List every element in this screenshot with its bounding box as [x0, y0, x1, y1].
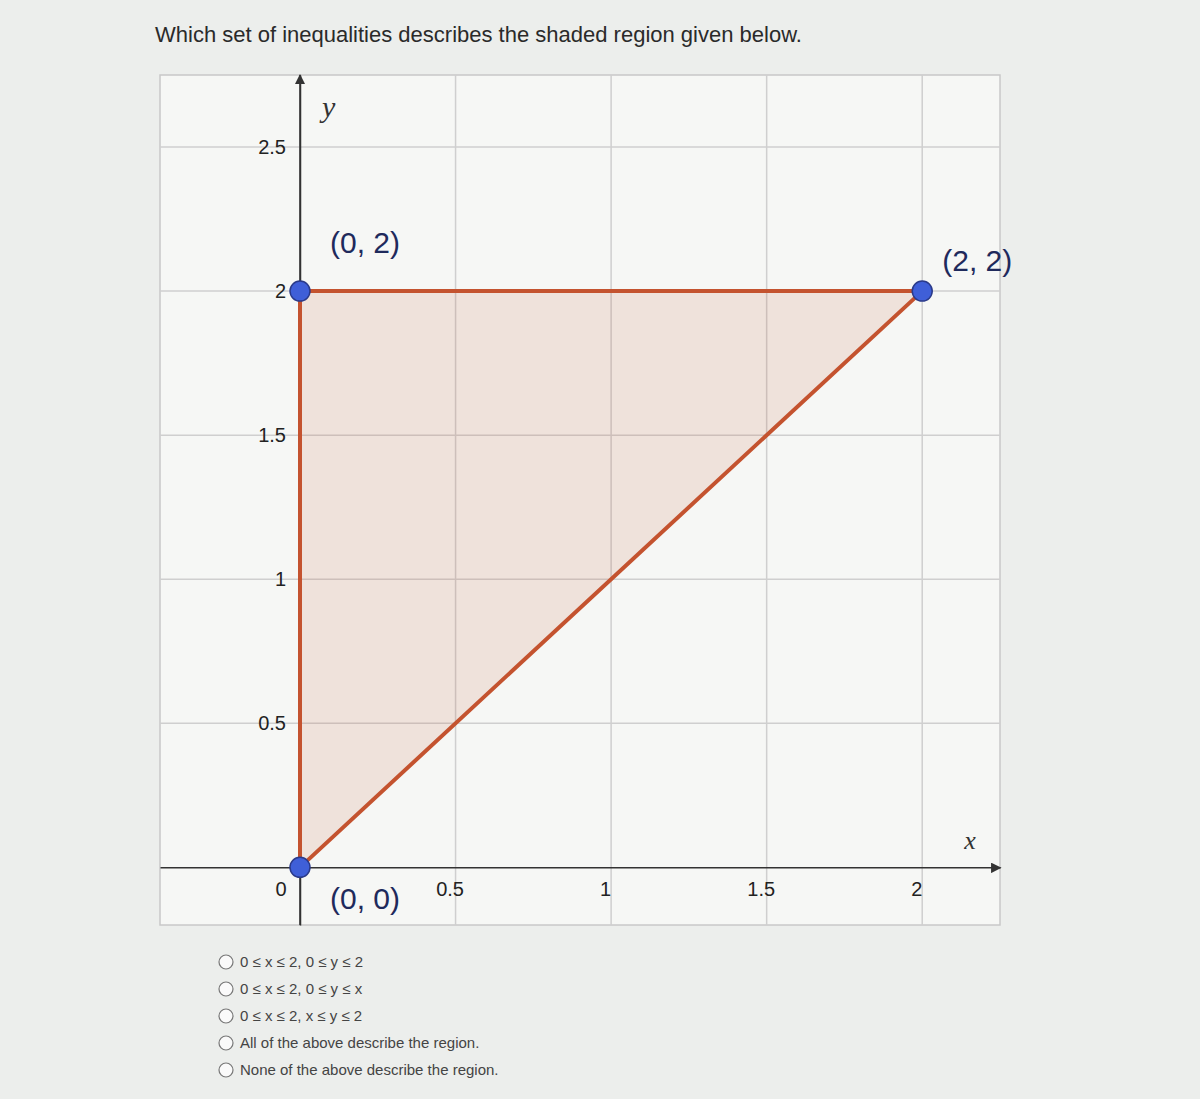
option-text[interactable]: 0 ≤ x ≤ 2, x ≤ y ≤ 2	[240, 1007, 362, 1024]
vertex-point	[290, 857, 310, 877]
y-tick: 1.5	[258, 424, 300, 446]
y-tick-label: 2	[275, 280, 286, 302]
option-text[interactable]: All of the above describe the region.	[240, 1034, 479, 1051]
grid-line-y	[160, 146, 1000, 148]
y-axis: 0.5 1 1.5 2 2.5	[258, 76, 300, 926]
plot-frame	[160, 75, 1000, 925]
point-label: (0, 2)	[330, 226, 400, 259]
grid-line-x	[921, 75, 923, 925]
page: Which set of inequalities describes the …	[0, 0, 1200, 1099]
x-tick: 1	[600, 867, 612, 899]
grid-line-x	[766, 75, 768, 925]
x-tick-label: 1.5	[747, 878, 775, 900]
question: Which set of inequalities describes the …	[155, 22, 802, 47]
grid	[160, 75, 1000, 925]
y-tick-label: 1	[275, 568, 286, 590]
point-label: (2, 2)	[942, 244, 1012, 277]
x-tick-label: 0.5	[436, 878, 464, 900]
y-axis-title: y	[319, 90, 336, 123]
x-axis-line	[161, 867, 1001, 869]
point-label: (0, 0)	[330, 882, 400, 915]
option-radio[interactable]	[219, 982, 233, 996]
option-radio[interactable]	[219, 1009, 233, 1023]
vertex-point	[290, 281, 310, 301]
x-tick-label: 1	[600, 878, 611, 900]
options: 0 ≤ x ≤ 2, 0 ≤ y ≤ 2 0 ≤ x ≤ 2, 0 ≤ y ≤ x…	[219, 953, 499, 1078]
x-tick: 0.5	[436, 867, 464, 899]
x-axis: 0 0.5 1 1.5 2	[161, 867, 1001, 899]
option-text[interactable]: None of the above describe the region.	[240, 1061, 499, 1078]
marks	[290, 281, 932, 877]
grid-line-y	[160, 723, 1000, 725]
y-tick: 1	[275, 568, 300, 590]
vertex-point	[912, 281, 932, 301]
x-tick-label: 0	[275, 878, 286, 900]
x-axis-title: x	[963, 826, 976, 855]
option-radio[interactable]	[219, 1036, 233, 1050]
y-tick-label: 1.5	[258, 424, 286, 446]
option-text[interactable]: 0 ≤ x ≤ 2, 0 ≤ y ≤ 2	[240, 953, 363, 970]
option-radio[interactable]	[219, 955, 233, 969]
y-tick-label: 2.5	[258, 136, 286, 158]
shaded-region	[300, 291, 922, 867]
y-tick-label: 0.5	[258, 712, 286, 734]
option-text[interactable]: 0 ≤ x ≤ 2, 0 ≤ y ≤ x	[240, 980, 363, 997]
x-tick: 2	[911, 867, 923, 899]
y-tick: 0.5	[258, 712, 300, 734]
y-tick: 2.5	[258, 136, 300, 158]
x-tick: 1.5	[747, 867, 775, 899]
option-radio[interactable]	[219, 1063, 233, 1077]
x-tick-label: 2	[911, 878, 922, 900]
